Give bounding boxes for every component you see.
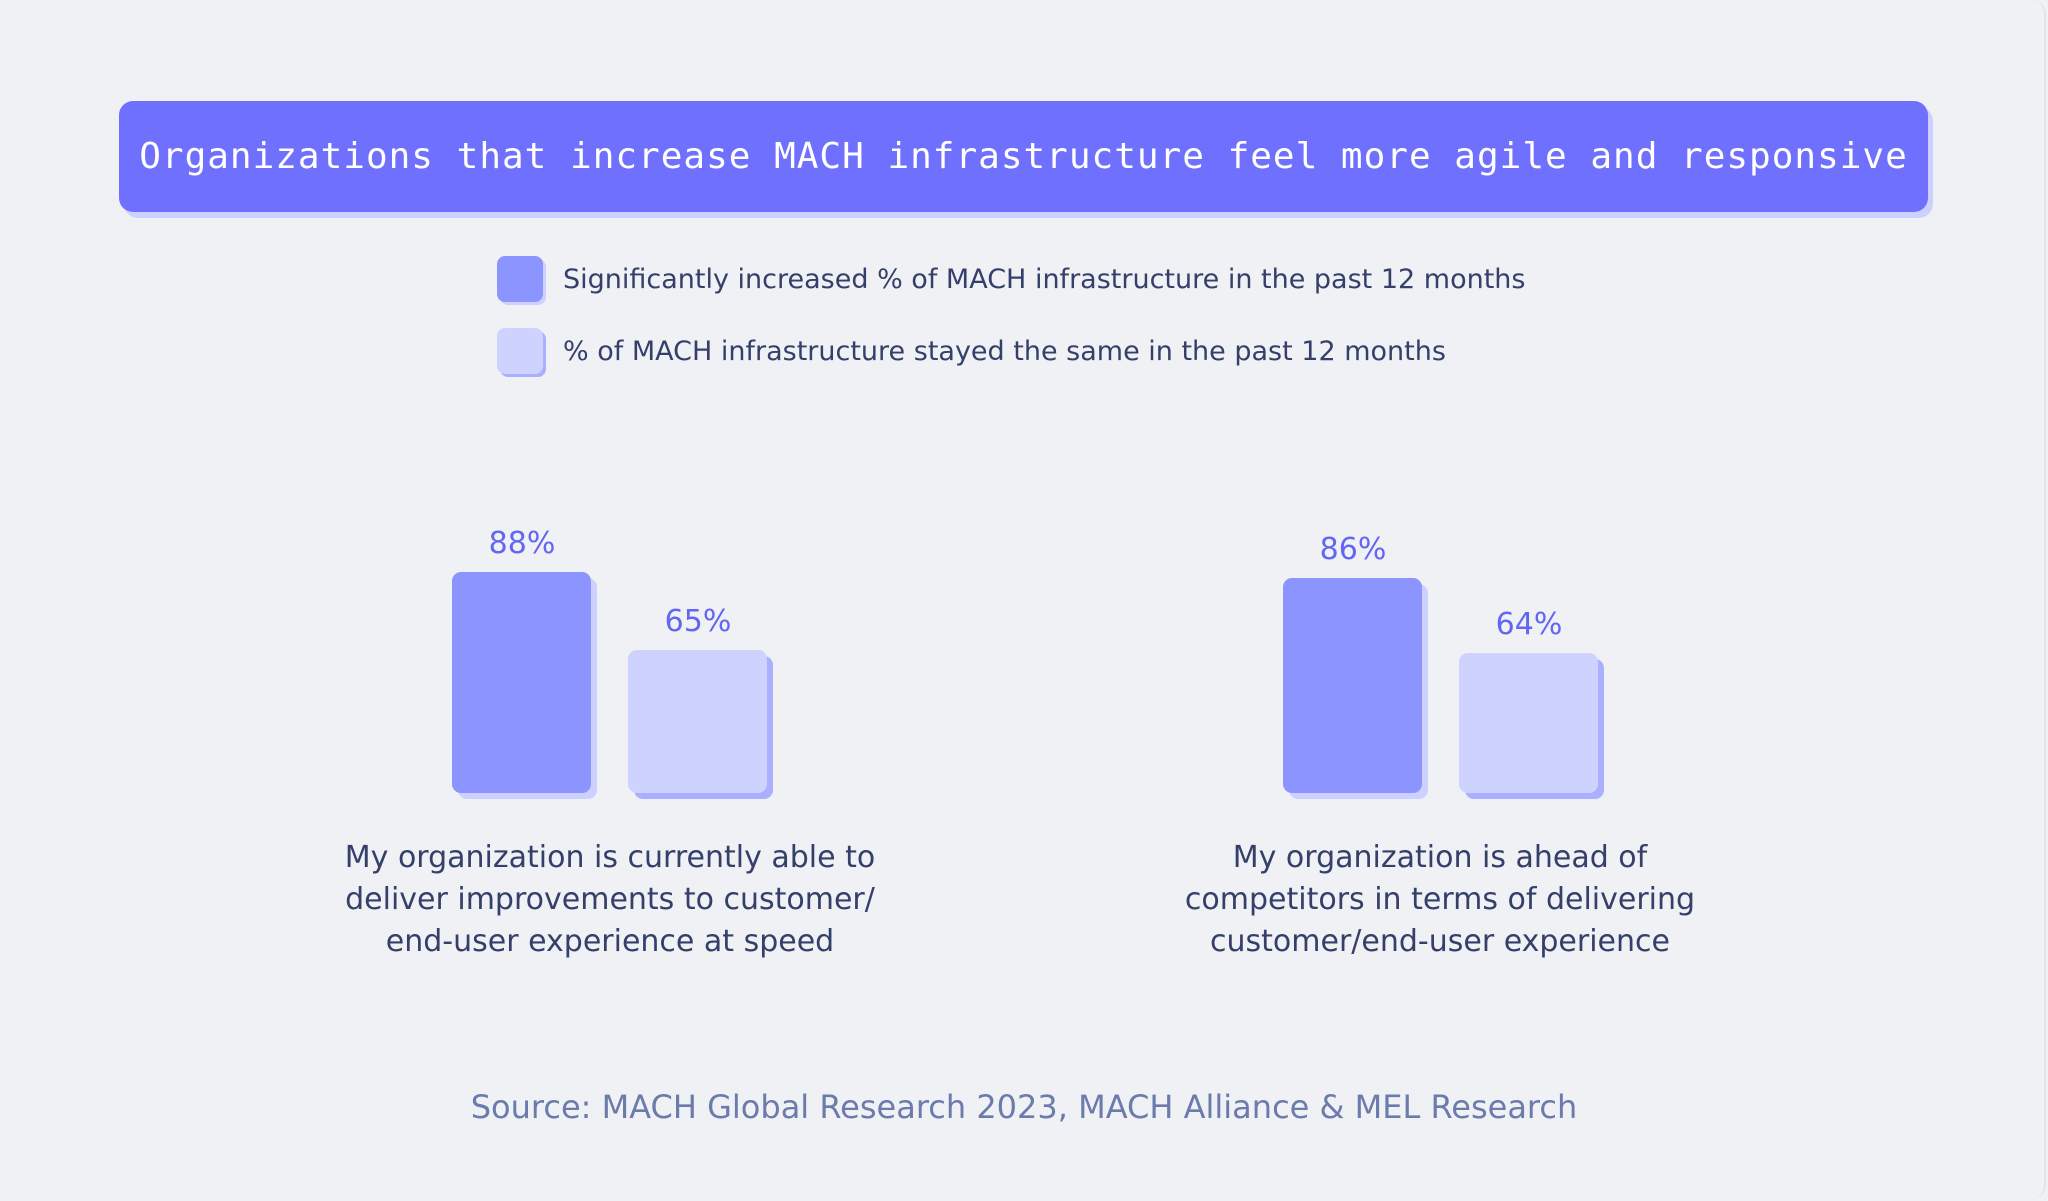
category-label-line: customer/end-user experience [1210,924,1670,959]
legend-label-increased: Significantly increased % of MACH infras… [563,263,1526,295]
bar-same-1 [628,649,767,793]
title-banner: Organizations that increase MACH infrast… [119,101,1928,212]
bar-increased-1 [452,571,591,793]
category-label-1: My organization is currently able to del… [300,837,920,963]
data-label: 65% [664,603,732,639]
data-label: 86% [1319,532,1387,568]
category-label-line: My organization is ahead of [1232,840,1648,875]
legend-item-same: % of MACH infrastructure stayed the same… [497,328,1446,374]
category-label-line: My organization is currently able to [344,840,876,875]
category-label-line: end-user experience at speed [385,924,835,959]
bar-increased-2 [1283,578,1422,793]
category-label-2: My organization is ahead of competitors … [1130,837,1750,963]
legend-swatch-same [497,328,543,374]
category-label-line: competitors in terms of delivering [1184,882,1696,917]
legend-swatch-increased [497,256,543,302]
chart-title: Organizations that increase MACH infrast… [139,136,1908,177]
category-label-line: deliver improvements to customer/ [345,882,875,917]
bar-same-2 [1459,653,1598,793]
data-label: 64% [1495,607,1563,643]
legend-label-same: % of MACH infrastructure stayed the same… [563,335,1446,367]
data-label: 88% [488,525,556,561]
source-note: Source: MACH Global Research 2023, MACH … [470,1088,1578,1126]
legend-item-increased: Significantly increased % of MACH infras… [497,256,1525,302]
